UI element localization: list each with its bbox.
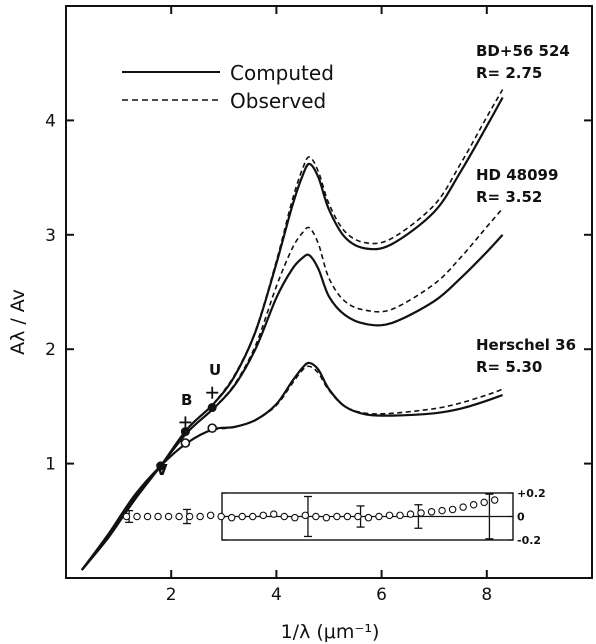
data-point-filled: [156, 461, 166, 471]
inset-y-tick-label: 0: [517, 511, 525, 524]
x-tick-label: 8: [481, 585, 492, 605]
inset-residual-point: [248, 512, 257, 521]
band-label-b: B: [181, 391, 192, 409]
inset-residual-point: [427, 508, 436, 516]
series-label-hd: HD 48099: [476, 166, 558, 184]
axes-frame: 2 4 6 8 1 2 3 4: [45, 5, 593, 605]
inset-residual-point: [227, 513, 236, 522]
legend: Computed Observed: [122, 61, 334, 113]
inset-residual-point: [291, 513, 299, 522]
inset-residual-point: [354, 512, 362, 521]
inset-residual-point: [175, 512, 183, 521]
inset-residual-point: [196, 512, 204, 521]
data-point-filled: [207, 403, 217, 413]
inset-residual-point: [217, 512, 225, 521]
inset-residual-point: [312, 512, 320, 521]
inset-residual-point: [185, 512, 194, 521]
inset-residual-point: [406, 510, 415, 518]
y-tick-label: 3: [45, 226, 56, 246]
inset-residual-point: [385, 511, 394, 520]
inset-residual-point: [143, 512, 152, 521]
inset-residual-point: [375, 512, 383, 521]
curves-layer: [80, 89, 504, 571]
series-label-herschel: Herschel 36: [476, 336, 576, 354]
inset-residual-point: [396, 511, 404, 520]
series-r-bd: R= 2.75: [476, 64, 542, 82]
inset-residual-point: [280, 512, 289, 521]
inset-residual-point: [122, 512, 131, 521]
inset-residual-point: [238, 512, 246, 521]
x-tick-label: 4: [271, 585, 282, 605]
data-point-open: [207, 423, 218, 433]
y-tick-label: 2: [45, 340, 56, 360]
inset-residual-point: [417, 509, 425, 517]
inset-residual-point: [469, 500, 478, 509]
inset-residual-point: [259, 511, 267, 520]
inset-residual-point: [301, 511, 310, 520]
x-tick-label: 2: [166, 585, 177, 605]
inset-residual-point: [459, 503, 467, 511]
inset-residual-point: [343, 512, 352, 521]
inset-residual-point: [206, 511, 215, 520]
y-axis-title: Aλ / Av: [7, 289, 29, 355]
inset-y-tick-label: +0.2: [517, 487, 546, 500]
band-label-u: U: [209, 361, 221, 379]
series-observed-line: [212, 89, 504, 405]
inset-residual-point: [154, 512, 162, 521]
inset-residual-point: [490, 496, 499, 504]
markers-layer: [156, 386, 219, 471]
data-point-filled: [180, 427, 190, 437]
x-tick-label: 6: [376, 585, 387, 605]
inset-residual-point: [333, 512, 341, 521]
inset-residual-point: [364, 513, 373, 522]
series-label-bd: BD+56 524: [476, 42, 570, 60]
inset-residual-point: [322, 513, 331, 522]
inset-y-tick-label: -0.2: [517, 534, 541, 547]
series-observed-line: [212, 207, 504, 410]
series-observed-line: [213, 365, 503, 431]
legend-label-observed: Observed: [230, 89, 326, 113]
inset-residual-point: [438, 506, 446, 515]
band-label-v: V: [156, 461, 168, 479]
series-r-herschel: R= 5.30: [476, 358, 542, 376]
series-computed-line: [80, 361, 503, 571]
y-tick-label: 1: [45, 455, 56, 475]
inset-residual-point: [448, 505, 457, 514]
inset-residual-point: [480, 498, 488, 507]
data-point-open: [180, 438, 191, 448]
series-computed-line: [80, 234, 504, 571]
inset-residual-point: [164, 512, 173, 521]
residual-inset: +0.2 0 -0.2: [122, 487, 546, 547]
series-r-hd: R= 3.52: [476, 188, 542, 206]
inset-residual-point: [270, 510, 278, 518]
y-tick-label: 4: [45, 111, 56, 131]
plot-frame: [65, 5, 593, 579]
inset-residual-point: [133, 512, 141, 521]
legend-label-computed: Computed: [230, 61, 334, 85]
x-axis-title: 1/λ (μm⁻¹): [281, 621, 380, 643]
